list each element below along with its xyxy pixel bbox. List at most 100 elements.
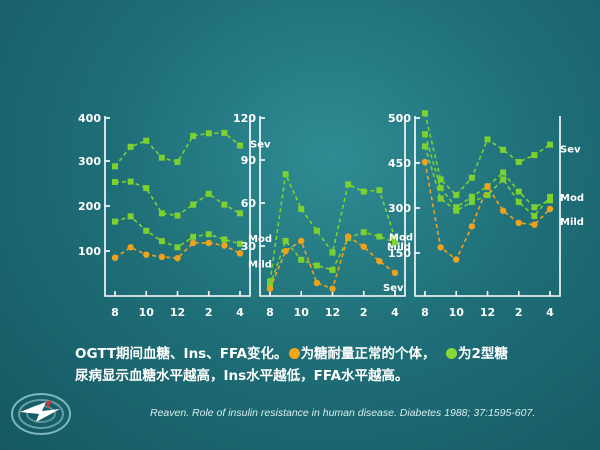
caption-green-text: 为2型糖	[457, 346, 508, 362]
data-point	[143, 251, 150, 258]
data-point	[547, 141, 553, 148]
data-point	[221, 201, 228, 208]
data-point	[127, 244, 134, 251]
data-point	[422, 131, 428, 138]
data-point	[112, 163, 118, 170]
data-point	[468, 199, 475, 206]
y-tick-label: 300	[388, 202, 411, 215]
data-point	[421, 158, 429, 166]
green-dot-icon	[445, 348, 457, 359]
data-point	[190, 201, 197, 208]
data-point	[329, 249, 336, 256]
data-point	[205, 130, 212, 137]
caption-text-1: OGTT期间血糖、Ins、FFA变化。	[75, 346, 288, 362]
series-line	[424, 113, 551, 197]
series-label: Sev	[560, 145, 581, 156]
y-tick-label: 300	[78, 155, 101, 168]
series-line	[269, 171, 396, 282]
y-tick-label: 150	[388, 247, 411, 260]
data-point	[205, 231, 212, 238]
logo-icon	[11, 393, 71, 435]
data-point	[158, 238, 165, 245]
data-point	[376, 187, 383, 194]
series-label: Mod	[389, 232, 413, 243]
data-point	[484, 183, 491, 190]
data-point	[282, 247, 289, 255]
data-point	[453, 207, 460, 214]
data-point	[127, 213, 134, 220]
data-point	[484, 192, 491, 199]
data-point	[190, 233, 197, 240]
data-point	[190, 132, 197, 139]
data-point	[422, 110, 428, 117]
series-label: Mild	[387, 242, 411, 253]
y-tick-label: 400	[78, 112, 101, 125]
data-point	[298, 256, 305, 263]
data-point	[174, 254, 181, 262]
x-tick-label: 2	[515, 306, 523, 319]
data-point	[298, 237, 305, 245]
x-tick-label: 8	[111, 306, 119, 319]
data-point	[546, 205, 554, 213]
series-line	[424, 161, 551, 261]
data-point	[298, 206, 305, 212]
x-tick-label: 8	[421, 306, 429, 319]
data-point	[313, 227, 320, 234]
data-point	[468, 174, 475, 181]
x-tick-label: 4	[391, 306, 399, 319]
data-point	[174, 159, 181, 166]
data-point	[221, 129, 228, 136]
y-tick-label: 30	[241, 240, 257, 253]
data-point	[329, 266, 336, 273]
series-label: Mild	[560, 217, 584, 228]
data-point	[531, 204, 538, 211]
data-point	[437, 185, 444, 192]
data-point	[515, 159, 522, 166]
y-tick-label: 450	[388, 157, 411, 170]
data-point	[127, 143, 134, 150]
data-point	[189, 239, 197, 247]
data-point	[345, 181, 352, 188]
data-point	[174, 212, 181, 219]
data-point	[158, 154, 165, 161]
series-line	[424, 133, 551, 209]
series-line	[114, 215, 241, 249]
data-point	[221, 236, 228, 243]
data-point	[313, 262, 320, 269]
data-point	[376, 258, 383, 265]
y-tick-label: 100	[78, 245, 101, 258]
data-point	[515, 199, 522, 206]
data-point	[468, 193, 475, 200]
data-point	[158, 253, 166, 261]
data-point	[468, 223, 476, 230]
data-point	[531, 152, 538, 159]
x-tick-label: 10	[294, 306, 310, 319]
x-tick-label: 2	[360, 306, 368, 319]
data-point	[453, 256, 460, 263]
series-line	[114, 132, 241, 167]
data-point	[112, 179, 118, 186]
data-point	[453, 192, 460, 199]
data-point	[111, 254, 119, 261]
y-tick-label: 500	[388, 112, 411, 125]
data-point	[392, 235, 398, 241]
data-point	[237, 210, 243, 217]
caption: OGTT期间血糖、Ins、FFA变化。 为糖耐量正常的个体， 为2型糖 尿病显示血…	[75, 343, 595, 387]
data-point	[236, 250, 244, 257]
data-point	[112, 218, 118, 225]
data-point	[437, 176, 444, 183]
x-tick-label: 10	[139, 306, 155, 319]
data-point	[282, 171, 289, 178]
data-point	[143, 227, 150, 234]
y-tick-label: 60	[241, 197, 257, 210]
data-point	[221, 242, 228, 249]
data-point	[329, 285, 336, 292]
data-point	[391, 269, 399, 276]
orange-dot-icon	[288, 348, 300, 359]
data-point	[392, 239, 398, 246]
x-tick-label: 8	[266, 306, 274, 319]
x-tick-label: 12	[325, 306, 340, 319]
